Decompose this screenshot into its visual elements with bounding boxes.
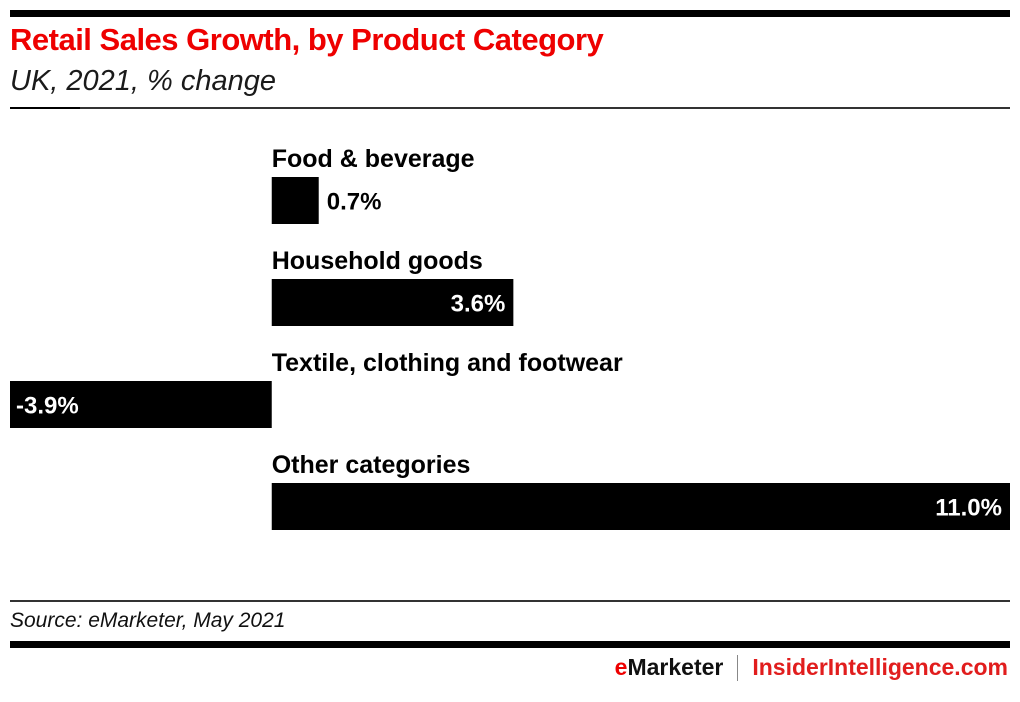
category-label: Other categories [272,451,471,479]
category-label: Food & beverage [272,145,475,173]
brand-site: InsiderIntelligence.com [752,654,1008,680]
value-label: -3.9% [16,393,79,420]
category-label: Textile, clothing and footwear [272,349,623,377]
value-label: 3.6% [451,291,506,318]
brand-emarketer-rest: Marketer [627,654,724,680]
brand-divider [737,654,739,681]
bar [271,483,1010,530]
bar [10,381,272,428]
source-note: Source: eMarketer, May 2021 [10,609,286,632]
header-divider [10,107,1010,109]
chart-title: Retail Sales Growth, by Product Category [10,22,604,57]
bar-chart: Food & beverage 0.7% Household goods 3.6% Te… [10,145,1010,530]
top-rule [10,10,1010,17]
brand-emarketer-e: e [614,654,628,680]
brand-footer: eMarketer InsiderIntelligence.com [615,654,1008,681]
value-label: 0.7% [327,189,382,216]
chart-subtitle: UK, 2021, % change [10,65,277,97]
bar [271,279,514,326]
bar [271,177,319,224]
brand-emarketer: eMarketer [615,654,724,681]
category-label: Household goods [272,247,483,275]
value-label: 11.0% [935,495,1002,522]
footer-rule [10,641,1010,648]
source-divider [10,600,1010,602]
